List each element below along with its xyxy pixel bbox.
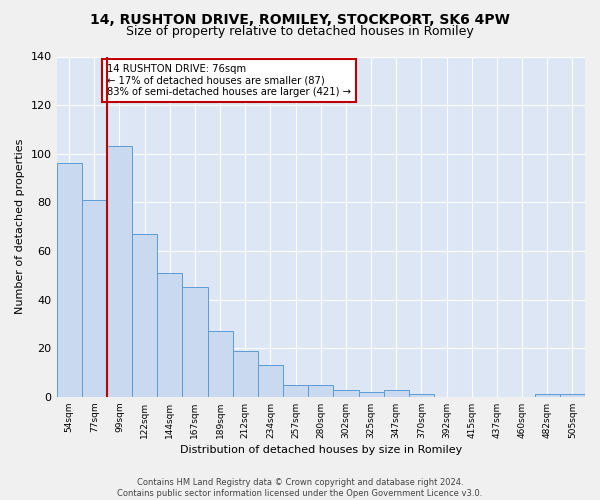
Text: 14 RUSHTON DRIVE: 76sqm
← 17% of detached houses are smaller (87)
83% of semi-de: 14 RUSHTON DRIVE: 76sqm ← 17% of detache… bbox=[107, 64, 351, 97]
Bar bbox=[132, 234, 157, 397]
Y-axis label: Number of detached properties: Number of detached properties bbox=[15, 139, 25, 314]
Bar bbox=[283, 384, 308, 397]
Bar bbox=[535, 394, 560, 397]
Text: Size of property relative to detached houses in Romiley: Size of property relative to detached ho… bbox=[126, 25, 474, 38]
Bar bbox=[409, 394, 434, 397]
Bar bbox=[107, 146, 132, 397]
Bar bbox=[182, 288, 208, 397]
Bar bbox=[157, 273, 182, 397]
Bar bbox=[359, 392, 383, 397]
Bar bbox=[308, 384, 334, 397]
Text: Contains HM Land Registry data © Crown copyright and database right 2024.
Contai: Contains HM Land Registry data © Crown c… bbox=[118, 478, 482, 498]
Bar bbox=[258, 365, 283, 397]
Bar bbox=[208, 331, 233, 397]
Text: 14, RUSHTON DRIVE, ROMILEY, STOCKPORT, SK6 4PW: 14, RUSHTON DRIVE, ROMILEY, STOCKPORT, S… bbox=[90, 12, 510, 26]
Bar bbox=[82, 200, 107, 397]
Bar bbox=[233, 350, 258, 397]
Bar bbox=[560, 394, 585, 397]
X-axis label: Distribution of detached houses by size in Romiley: Distribution of detached houses by size … bbox=[179, 445, 462, 455]
Bar bbox=[383, 390, 409, 397]
Bar bbox=[334, 390, 359, 397]
Bar bbox=[56, 164, 82, 397]
